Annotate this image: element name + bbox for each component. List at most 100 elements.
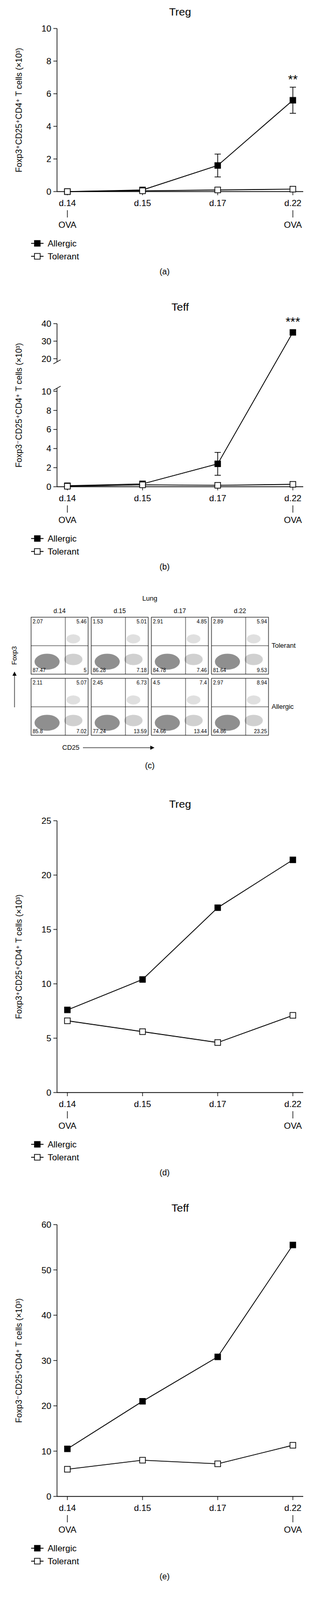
y-tick-label: 15 — [41, 925, 52, 936]
data-point — [290, 1243, 296, 1250]
y-tick-label: 20 — [41, 1402, 52, 1413]
data-point — [139, 1029, 146, 1036]
error-bar-cap — [214, 475, 221, 476]
quadrant-value: 5.01 — [136, 619, 148, 626]
x-tick — [292, 1093, 293, 1098]
data-point — [290, 97, 296, 104]
annotation-tick — [292, 210, 293, 218]
y-tick — [53, 27, 58, 29]
legend-marker — [34, 253, 41, 260]
quadrant-value: 4.5 — [152, 680, 161, 687]
cell-cloud — [186, 634, 201, 645]
cell-cloud — [126, 696, 140, 706]
legend-entry: Tolerant — [31, 1153, 80, 1164]
x-tick — [142, 1497, 143, 1502]
quadrant-value: 6.73 — [136, 680, 148, 687]
quadrant-value: 77.24 — [92, 729, 106, 735]
data-point — [215, 1040, 221, 1047]
legend-marker — [34, 1547, 41, 1553]
annotation-tick — [66, 1516, 68, 1524]
quadrant-line — [31, 646, 89, 647]
series-line — [67, 1246, 293, 1451]
data-point — [290, 482, 296, 488]
legend-marker — [34, 241, 41, 247]
y-tick-label: 25 — [41, 816, 52, 827]
data-point — [139, 1459, 146, 1465]
y-tick — [53, 125, 58, 127]
data-point — [139, 1400, 146, 1406]
legend-marker — [34, 1560, 41, 1566]
cell-cloud — [124, 715, 143, 727]
series-line — [67, 1016, 293, 1044]
legend-label: Allergic — [47, 238, 77, 249]
cell-cloud — [244, 654, 263, 666]
data-group — [64, 1243, 296, 1474]
quadrant-value: 7.02 — [76, 729, 88, 735]
data-point — [215, 1355, 221, 1362]
cell-cloud — [124, 654, 143, 666]
quadrant-value: 84.78 — [152, 668, 166, 674]
annotation-tick — [292, 1112, 293, 1120]
data-point — [64, 1447, 71, 1454]
x-tick-label: d.15 — [133, 493, 151, 504]
chart-panel: TeffFoxp3⁻CD25⁺CD4⁺ T cells (×10³)010203… — [14, 1203, 304, 1583]
flow-title: Lung — [142, 595, 158, 603]
quadrant-value: 5.94 — [257, 619, 268, 626]
cell-cloud — [184, 715, 203, 727]
y-tick-label: 40 — [41, 1311, 52, 1322]
quadrant-value: 5.07 — [76, 680, 88, 687]
y-tick-label: 2 — [46, 154, 52, 165]
y-axis-label: Foxp3⁺CD25⁺CD4⁺ T cells (×10³) — [14, 895, 24, 1020]
quadrant-value: 2.11 — [32, 680, 43, 687]
axis-arrow — [14, 674, 16, 709]
x-tick — [142, 1093, 143, 1098]
y-axis-label: Foxp3⁻CD25⁺CD4⁺ T cells (×10³) — [14, 1299, 24, 1424]
x-tick-label: d.15 — [133, 1504, 151, 1515]
cell-cloud — [186, 696, 201, 706]
column-label: d.15 — [113, 608, 126, 616]
chart-panel: TeffFoxp3⁻CD25⁺CD4⁺ T cells (×10³)024681… — [14, 301, 304, 572]
quadrant-value: 64.86 — [213, 729, 226, 735]
x-tick-label: d.22 — [284, 198, 302, 209]
data-group — [64, 329, 296, 490]
legend-entry: Tolerant — [31, 1558, 80, 1568]
y-tick-label: 0 — [46, 187, 52, 197]
error-bar-cap — [289, 87, 296, 88]
quadrant-value: 81.64 — [213, 668, 226, 674]
plot-frame — [151, 617, 209, 675]
y-tick — [53, 1093, 58, 1094]
quadrant-line — [211, 707, 269, 709]
legend-marker — [34, 1142, 41, 1149]
x-annotation: OVA — [284, 220, 303, 231]
y-tick-label: 10 — [41, 387, 52, 398]
flow-plot: 2.115.0785.87.02 — [31, 679, 89, 737]
column-label: d.22 — [233, 608, 247, 616]
y-tick-label: 8 — [46, 56, 52, 67]
y-tick-label: 8 — [46, 406, 52, 417]
y-tick-label: 20 — [41, 354, 52, 365]
plot-frame — [151, 679, 209, 737]
quadrant-value: 2.91 — [152, 619, 164, 626]
plot-frame — [91, 679, 149, 737]
series-line — [67, 332, 293, 487]
quadrant-value: 5.46 — [76, 619, 88, 626]
y-tick-label: 6 — [46, 89, 52, 100]
y-tick — [53, 429, 58, 431]
legend-label: Allergic — [47, 534, 77, 545]
x-axis-line — [57, 1093, 304, 1094]
quadrant-value: 23.25 — [253, 729, 267, 735]
y-tick — [53, 929, 58, 931]
data-point — [139, 977, 146, 984]
y-tick — [53, 875, 58, 876]
data-point — [215, 187, 221, 193]
quadrant-value: 13.59 — [133, 729, 147, 735]
y-axis-line — [56, 388, 58, 488]
quadrant-value: 9.53 — [257, 668, 268, 674]
panel-label: (c) — [145, 761, 155, 771]
y-tick — [53, 486, 58, 488]
x-annotation: OVA — [284, 515, 303, 526]
column-label: d.14 — [53, 608, 66, 616]
y-tick-label: 40 — [41, 319, 52, 330]
y-tick — [53, 60, 58, 62]
legend-entry: Allergic — [31, 1140, 77, 1151]
